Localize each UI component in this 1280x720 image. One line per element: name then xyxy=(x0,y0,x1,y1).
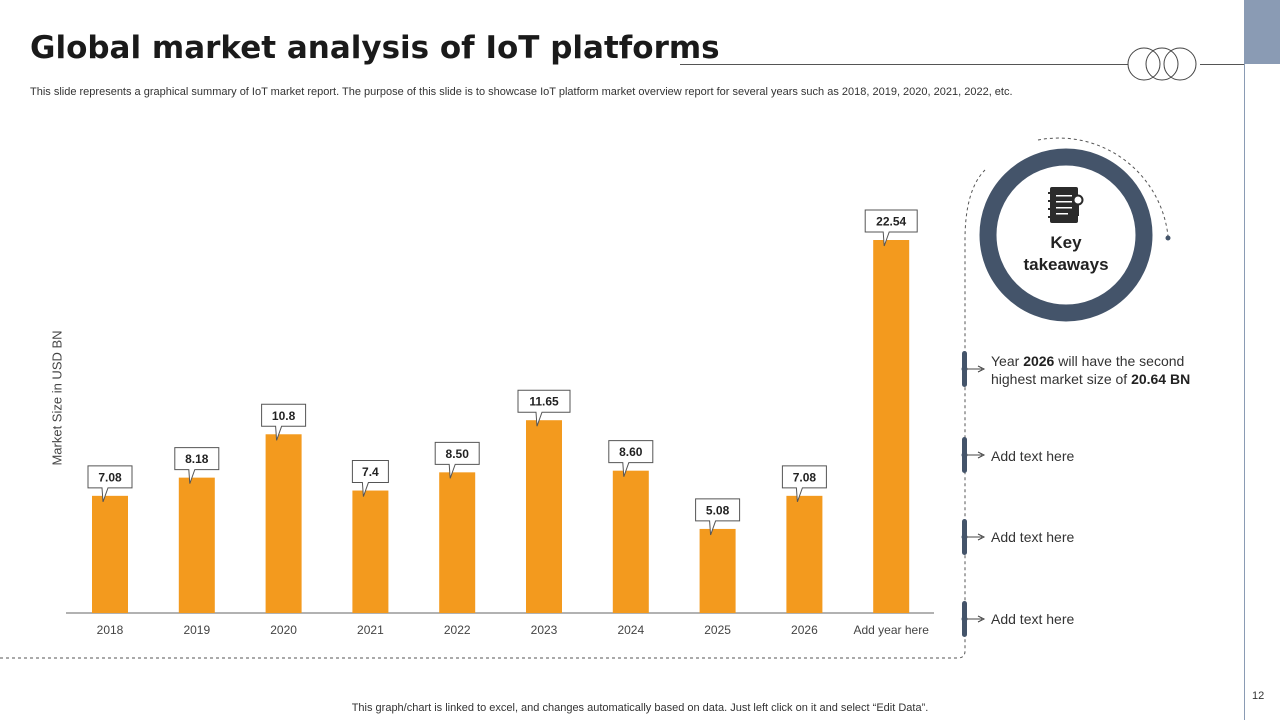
right-divider-line xyxy=(1244,64,1245,720)
takeaway-marker-2 xyxy=(961,437,986,473)
corner-accent-bar xyxy=(1244,0,1280,64)
data-label-callout xyxy=(87,465,133,503)
takeaway-1-value: 20.64 BN xyxy=(1131,371,1191,387)
data-label-callout xyxy=(864,209,918,247)
takeaway-marker-3 xyxy=(961,519,986,555)
bar-2021 xyxy=(352,490,389,613)
data-label: 7.08 xyxy=(98,470,122,484)
data-label-callout xyxy=(174,447,220,484)
data-label: 10.8 xyxy=(272,409,296,423)
data-label-callout xyxy=(261,403,307,441)
page-number: 12 xyxy=(1252,690,1265,702)
takeaway-1-prefix: Year xyxy=(991,353,1024,369)
data-label-callout xyxy=(434,441,480,479)
takeaways-ring xyxy=(979,148,1153,322)
x-tick-label: 2023 xyxy=(531,623,558,637)
data-label: 8.18 xyxy=(185,452,209,466)
key-takeaways-title: Key takeaways xyxy=(1001,232,1131,276)
bar-2022 xyxy=(439,472,476,613)
key-takeaways-line2: takeaways xyxy=(1023,255,1109,274)
x-tick-label: 2022 xyxy=(444,623,471,637)
bar-2019 xyxy=(178,477,215,613)
data-label: 7.08 xyxy=(793,470,817,484)
takeaway-item-2: Add text here xyxy=(991,448,1075,464)
arc-end-dot xyxy=(1165,235,1171,241)
key-takeaways-line1: Key xyxy=(1050,233,1082,252)
takeaway-item-4: Add text here xyxy=(991,611,1075,627)
title-underline xyxy=(680,64,1128,65)
dashed-arc xyxy=(1037,137,1169,237)
x-tick-label: 2024 xyxy=(617,623,644,637)
bar-2020 xyxy=(265,434,302,613)
x-tick-label: 2026 xyxy=(791,623,818,637)
bar-add-year-here xyxy=(873,240,910,613)
x-tick-label: 2025 xyxy=(704,623,731,637)
data-label: 8.60 xyxy=(619,445,643,459)
takeaway-1-year: 2026 xyxy=(1023,353,1055,369)
rings-decoration-icon xyxy=(1127,47,1197,81)
data-label-callout xyxy=(608,440,654,477)
takeaway-marker-4 xyxy=(961,601,986,637)
footer-note: This graph/chart is linked to excel, and… xyxy=(351,702,929,714)
data-label-callout xyxy=(351,460,389,497)
bar-2024 xyxy=(612,470,649,613)
data-label: 5.08 xyxy=(706,503,730,517)
y-axis-label: Market Size in USD BN xyxy=(49,330,65,466)
data-label: 8.50 xyxy=(446,447,470,461)
x-tick-label: 2018 xyxy=(97,623,124,637)
slide-subtitle: This slide represents a graphical summar… xyxy=(30,86,1013,98)
data-label-callout xyxy=(695,498,741,536)
slide-title: Global market analysis of IoT platforms xyxy=(30,30,720,66)
data-label-callout xyxy=(781,465,827,503)
takeaway-item-3: Add text here xyxy=(991,529,1075,545)
x-tick-label: 2019 xyxy=(183,623,210,637)
bar-2025 xyxy=(699,528,736,613)
bar-2018 xyxy=(92,495,128,613)
x-tick-label: 2020 xyxy=(270,623,297,637)
notebook-icon xyxy=(1048,187,1084,223)
x-tick-label: Add year here xyxy=(854,623,930,637)
data-label: 22.54 xyxy=(876,215,906,229)
title-underline-right xyxy=(1200,64,1244,65)
bar-2023 xyxy=(526,420,562,613)
x-tick-label: 2021 xyxy=(357,623,384,637)
data-label-callout xyxy=(517,389,571,427)
takeaway-1-middle: will have the second highest market size… xyxy=(991,353,1185,387)
takeaway-marker-1 xyxy=(961,351,986,387)
dashed-frame xyxy=(0,169,986,659)
bar-2026 xyxy=(786,495,823,613)
takeaway-item-1: Year 2026 will have the second highest m… xyxy=(991,352,1231,388)
data-label: 11.65 xyxy=(529,395,559,409)
data-label: 7.4 xyxy=(362,465,379,479)
